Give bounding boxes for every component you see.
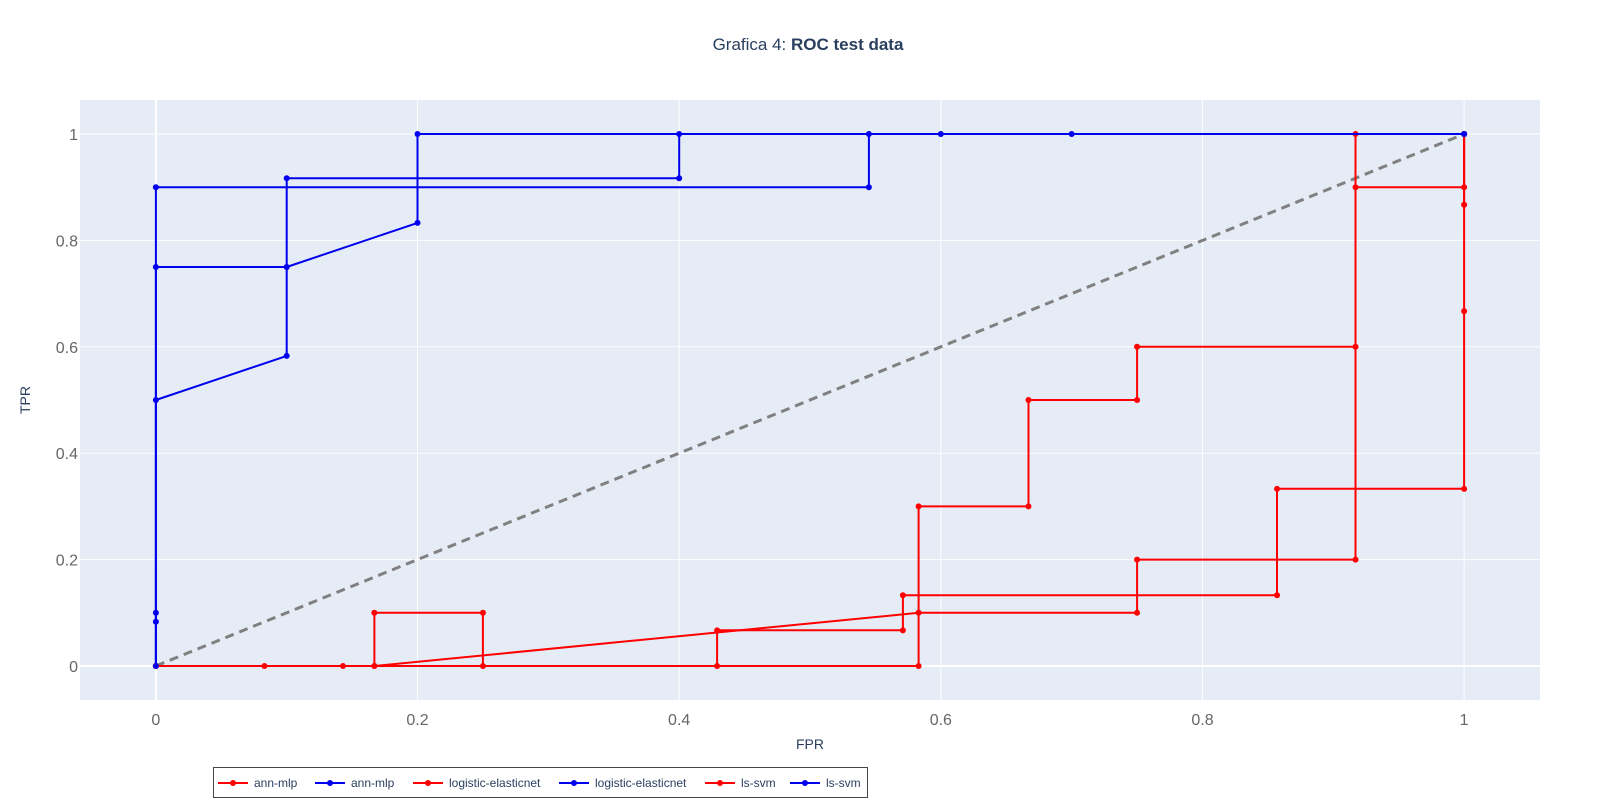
data-point (1025, 397, 1032, 403)
data-point (152, 184, 159, 191)
data-point (283, 352, 290, 359)
data-point (899, 592, 906, 599)
legend-item[interactable]: ann-mlp (315, 776, 395, 790)
y-axis-label: TPR (17, 386, 33, 414)
legend-marker (425, 780, 431, 786)
legend-marker (571, 780, 577, 786)
diagonal-line (155, 132, 1465, 668)
data-point (152, 618, 159, 625)
data-point (1134, 609, 1141, 616)
y-tick-label: 0.4 (56, 446, 78, 463)
y-tick-label: 1 (69, 127, 78, 144)
data-point (899, 627, 906, 634)
tick-labels: 0 0.2 0.4 0.6 0.8 1 0 0.2 0.4 0.6 0.8 1 (56, 127, 1469, 729)
legend-marker (230, 780, 236, 786)
data-point (371, 662, 378, 669)
legend-box (213, 767, 868, 798)
data-point (414, 131, 421, 138)
legend-item[interactable]: logistic-elasticnet (559, 776, 687, 790)
data-point (1025, 503, 1032, 510)
legend-marker (802, 780, 808, 786)
x-tick-label: 0.6 (930, 712, 952, 729)
data-point (676, 131, 683, 138)
data-point (865, 131, 872, 138)
chart-title-main: ROC test data (791, 35, 904, 54)
data-point (865, 184, 872, 191)
data-point (1274, 485, 1281, 492)
series-lines (152, 131, 1468, 669)
legend-marker (717, 780, 723, 786)
chart-title: Grafica 4: ROC test data (713, 35, 904, 54)
data-point (714, 662, 721, 669)
x-tick-label: 1 (1460, 712, 1469, 729)
data-point (414, 219, 421, 226)
data-point (479, 609, 486, 616)
data-point (915, 662, 922, 669)
y-tick-label: 0.8 (56, 233, 78, 250)
legend[interactable]: ann-mlp ann-mlp logistic-elasticnet logisti… (213, 767, 868, 798)
series-ls-svm-5 (152, 131, 1468, 669)
legend-label: ann-mlp (351, 776, 395, 790)
chart-title-prefix: Grafica 4: (713, 35, 791, 54)
legend-item[interactable]: ls-svm (705, 776, 776, 790)
data-point (1134, 397, 1141, 403)
data-point (676, 175, 683, 182)
series-line (154, 133, 1465, 666)
x-tick-label: 0.2 (406, 712, 428, 729)
legend-label: ls-svm (826, 776, 861, 790)
data-point (1461, 308, 1468, 315)
x-tick-label: 0.4 (668, 712, 690, 729)
legend-item[interactable]: ann-mlp (218, 776, 298, 790)
data-point (1461, 485, 1468, 492)
data-point (1274, 592, 1281, 599)
data-point (283, 264, 290, 271)
y-tick-label: 0.6 (56, 340, 78, 357)
data-point (152, 662, 159, 669)
data-point (1352, 556, 1359, 563)
data-point (1134, 343, 1141, 350)
data-point (1461, 201, 1468, 208)
chance-diagonal (155, 132, 1465, 668)
legend-label: ls-svm (741, 776, 776, 790)
data-point (1461, 131, 1468, 138)
legend-item[interactable]: logistic-elasticnet (413, 776, 541, 790)
legend-marker (327, 780, 333, 786)
data-point (283, 175, 290, 182)
data-point (915, 503, 922, 510)
data-point (371, 609, 378, 616)
legend-label: logistic-elasticnet (595, 776, 687, 790)
x-axis-label: FPR (796, 736, 824, 752)
x-tick-label: 0.8 (1191, 712, 1213, 729)
legend-label: ann-mlp (254, 776, 298, 790)
y-tick-label: 0 (69, 659, 78, 676)
legend-label: logistic-elasticnet (449, 776, 541, 790)
legend-item[interactable]: ls-svm (790, 776, 861, 790)
data-point (915, 609, 922, 616)
y-tick-label: 0.2 (56, 553, 78, 570)
x-tick-label: 0 (151, 712, 160, 729)
data-point (1134, 556, 1141, 563)
